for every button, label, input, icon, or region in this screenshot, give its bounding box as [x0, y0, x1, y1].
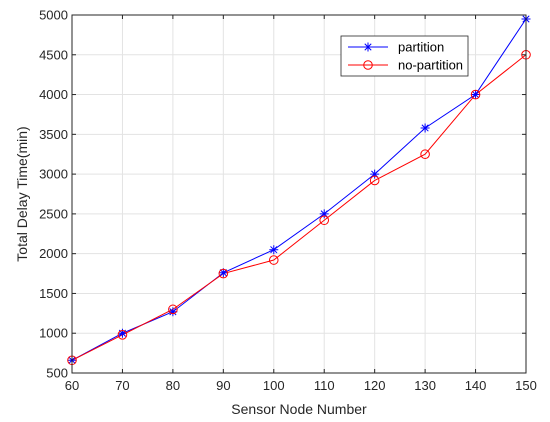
x-tick-label: 120 — [364, 378, 386, 393]
y-tick-label: 5000 — [39, 8, 68, 23]
y-tick-label: 4000 — [39, 87, 68, 102]
data-point-partition — [168, 307, 178, 317]
data-point-partition — [269, 245, 279, 255]
data-point-partition — [370, 169, 380, 179]
x-tick-label: 90 — [216, 378, 230, 393]
data-point-partition — [218, 268, 228, 278]
legend-marker-partition — [363, 42, 373, 52]
y-tick-label: 500 — [46, 366, 68, 381]
data-point-no-partition — [319, 215, 330, 226]
series-line-no-partition — [71, 54, 527, 361]
y-tick-label: 4500 — [39, 47, 68, 62]
data-point-no-partition — [218, 268, 229, 279]
x-tick-labels: 60 70 80 90 100 110 120 130 140 150 — [65, 378, 537, 393]
y-tick-label: 1000 — [39, 326, 68, 341]
data-point-no-partition — [470, 89, 481, 100]
legend: partition no-partition — [340, 35, 469, 77]
data-point-partition — [117, 328, 127, 338]
y-tick-label: 3500 — [39, 127, 68, 142]
x-tick-label: 100 — [263, 378, 285, 393]
data-point-no-partition — [268, 255, 279, 265]
y-tick-label: 2500 — [39, 206, 68, 221]
data-point-no-partition — [117, 330, 128, 340]
x-tick-label: 130 — [414, 378, 436, 393]
legend-label-partition: partition — [398, 40, 444, 55]
data-point-no-partition — [420, 149, 430, 160]
legend-label-no-partition: no-partition — [398, 58, 463, 73]
data-point-partition — [319, 209, 329, 219]
y-tick-label: 1500 — [39, 286, 68, 301]
legend-box — [340, 35, 469, 77]
plot-frame — [71, 14, 527, 374]
x-tick-label: 60 — [65, 378, 79, 393]
x-tick-label: 70 — [115, 378, 129, 393]
data-point-partition — [471, 90, 481, 100]
y-tick-label: 2000 — [39, 246, 68, 261]
legend-marker-symbol-partition — [363, 42, 373, 52]
series-lines — [71, 18, 527, 361]
y-tick-labels: 500 1000 1500 2000 2500 3000 3500 4000 4500 5000 — [39, 8, 68, 381]
x-tick-label: 140 — [465, 378, 487, 393]
legend-marker-symbol-no-partition — [363, 60, 373, 70]
x-tick-label: 80 — [166, 378, 180, 393]
data-point-no-partition — [369, 175, 380, 186]
axis-ticks — [71, 14, 527, 374]
y-tick-label: 3000 — [39, 167, 68, 182]
x-axis-label: Sensor Node Number — [231, 401, 367, 417]
y-axis-label: Total Delay Time(min) — [14, 126, 30, 261]
legend-marker-no-partition — [363, 60, 373, 70]
data-point-no-partition — [168, 304, 178, 315]
data-point-partition — [420, 123, 430, 133]
x-tick-label: 110 — [314, 378, 335, 393]
x-tick-label: 150 — [515, 378, 537, 393]
